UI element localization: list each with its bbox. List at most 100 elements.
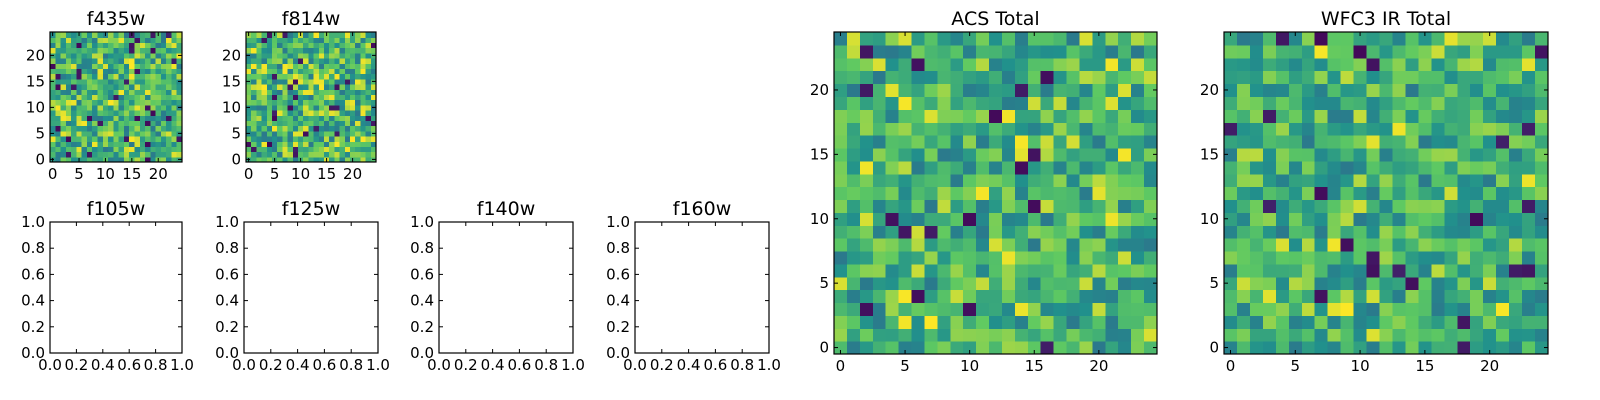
heatmap-cell — [937, 276, 951, 291]
heatmap-cell — [139, 58, 146, 64]
heatmap-cell — [113, 73, 120, 80]
heatmap-cell — [1027, 263, 1042, 278]
heatmap-cell — [298, 130, 304, 137]
heatmap-cell — [1027, 276, 1042, 291]
heatmap-cell — [924, 250, 938, 265]
heatmap-cell — [113, 63, 120, 69]
heatmap-cell — [1418, 147, 1432, 162]
heatmap-cell — [950, 315, 964, 329]
heatmap-cell — [355, 110, 361, 116]
heatmap-cell — [1144, 238, 1158, 252]
heatmap-cell — [160, 136, 167, 142]
heatmap-cell — [1275, 315, 1290, 329]
heatmap-cell — [123, 42, 130, 49]
heatmap-cell — [334, 78, 341, 85]
heatmap-cell — [145, 58, 151, 64]
x-tick-label: 0.0 — [623, 356, 647, 374]
heatmap-cell — [1405, 341, 1419, 355]
heatmap-cell — [1105, 32, 1119, 46]
heatmap-cell — [1118, 83, 1132, 97]
heatmap-cell — [1301, 276, 1316, 291]
x-tick-label: 0.6 — [507, 356, 531, 374]
heatmap-cell — [1027, 289, 1042, 304]
heatmap-cell — [155, 115, 162, 121]
heatmap-cell — [1131, 315, 1145, 329]
heatmap-cell — [76, 146, 83, 153]
heatmap-cell — [1431, 173, 1445, 188]
heatmap-cell — [976, 160, 990, 175]
heatmap-cell — [1275, 32, 1290, 46]
heatmap-cell — [1353, 186, 1368, 201]
heatmap-cell — [1236, 147, 1251, 162]
heatmap-cell — [1092, 83, 1106, 97]
heatmap-cell — [108, 78, 114, 85]
heatmap-cell — [1262, 328, 1277, 342]
heatmap-cell — [1418, 96, 1432, 110]
heatmap-cell — [1001, 32, 1016, 46]
heatmap-cell — [885, 328, 900, 342]
heatmap-cell — [97, 37, 104, 43]
heatmap-cell — [1118, 109, 1132, 123]
heatmap-cell — [1053, 83, 1068, 97]
heatmap-cell — [292, 156, 299, 163]
heatmap-cell — [1131, 302, 1145, 316]
heatmap-cell — [834, 328, 848, 342]
heatmap-cell — [1014, 135, 1029, 149]
heatmap-cell — [963, 83, 977, 97]
heatmap-cell — [134, 110, 141, 116]
heatmap-cell — [251, 120, 257, 127]
heatmap-cell — [911, 341, 926, 355]
heatmap-cell — [1066, 135, 1081, 149]
heatmap-cell — [1066, 70, 1081, 85]
heatmap-cell — [171, 68, 178, 75]
heatmap-cell — [277, 136, 283, 142]
heatmap-cell — [176, 58, 183, 64]
heatmap-cell — [1275, 83, 1290, 97]
heatmap-cell — [261, 89, 268, 95]
heatmap-cell — [1405, 147, 1419, 162]
heatmap-cell — [1470, 160, 1484, 175]
heatmap-cell — [150, 42, 157, 49]
heatmap-cell — [134, 99, 141, 106]
heatmap-cell — [261, 94, 268, 101]
heatmap-cell — [1470, 186, 1484, 201]
heatmap-cell — [950, 109, 964, 123]
heatmap-cell — [139, 130, 146, 137]
heatmap-cell — [50, 37, 56, 43]
heatmap-cell — [97, 52, 104, 59]
x-tick-label: 15 — [317, 165, 336, 183]
heatmap-cell — [1444, 44, 1458, 59]
heatmap-cell — [287, 58, 294, 64]
heatmap-cell — [989, 250, 1003, 265]
heatmap-cell — [298, 52, 304, 59]
heatmap-cell — [129, 99, 136, 106]
heatmap-cell — [1262, 341, 1277, 355]
heatmap-cell — [108, 68, 114, 75]
heatmap-cell — [251, 52, 257, 59]
heatmap-cell — [1470, 70, 1484, 85]
heatmap-cell — [123, 115, 130, 121]
heatmap-cell — [1079, 186, 1093, 201]
heatmap-cell — [339, 78, 346, 85]
heatmap-cell — [350, 68, 356, 75]
heatmap-cell — [256, 115, 263, 121]
heatmap-cell — [1418, 315, 1432, 329]
heatmap-cell — [266, 68, 273, 75]
heatmap-cell — [963, 341, 977, 355]
heatmap-cell — [1496, 289, 1510, 304]
heatmap-cell — [139, 110, 146, 116]
heatmap-cell — [81, 73, 88, 80]
y-tick-label: 20 — [1200, 81, 1219, 99]
heatmap-cell — [71, 151, 77, 158]
heatmap-cell — [139, 136, 146, 142]
heatmap-cell — [1224, 122, 1238, 136]
heatmap-cell — [1457, 238, 1471, 252]
heatmap-cell — [1314, 341, 1329, 355]
heatmap-cell — [1431, 44, 1445, 59]
heatmap-cell — [1522, 225, 1536, 239]
heatmap-cell — [118, 37, 125, 43]
heatmap-cell — [1483, 44, 1497, 59]
heatmap-cell — [287, 110, 294, 116]
heatmap-cell — [1483, 96, 1497, 110]
heatmap-cell — [1001, 276, 1016, 291]
